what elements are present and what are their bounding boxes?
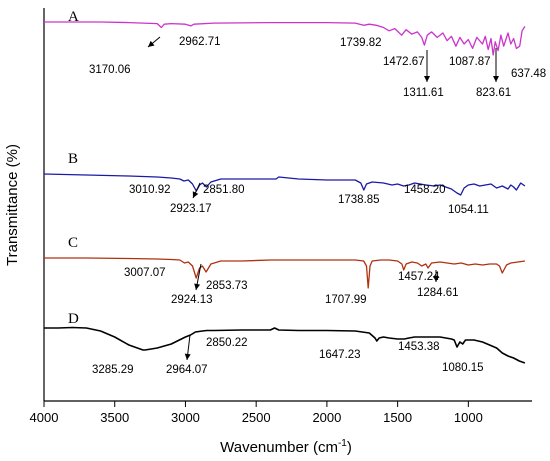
peak-annotation: 2851.80 [203, 184, 245, 196]
series-c-line [44, 257, 525, 289]
peak-annotation: 1054.11 [448, 204, 489, 216]
series-b-label: B [68, 151, 78, 167]
x-ticks: 4000 3500 3000 2500 2000 1500 1000 [30, 401, 483, 425]
y-axis-label: Transmittance (%) [4, 144, 21, 266]
peak-annotation: 3170.06 [89, 64, 131, 76]
peak-annotation: 637.48 [511, 68, 546, 80]
peak-annotation: 3007.07 [124, 267, 166, 279]
peak-annotation: 1739.82 [340, 37, 382, 49]
x-tick-label: 2000 [312, 410, 341, 425]
x-tick-label: 3500 [100, 410, 129, 425]
peak-annotation: 2962.71 [179, 36, 221, 48]
peak-annotation: 2850.22 [206, 337, 248, 349]
peak-annotation: 1647.23 [319, 349, 361, 361]
series-layer: A B C D [43, 9, 526, 364]
peak-annotation: 1453.38 [398, 341, 440, 353]
series-c-label: C [68, 235, 78, 251]
annotation-arrow-head [433, 276, 439, 282]
peak-annotation: 3010.92 [129, 184, 171, 196]
peak-annotation: 1087.87 [449, 56, 491, 68]
x-tick-label: 4000 [30, 410, 59, 425]
peak-annotation: 1707.99 [325, 294, 367, 306]
series-a-label: A [68, 9, 79, 25]
series-d-label: D [68, 311, 79, 327]
series-d-line [44, 326, 526, 364]
peak-annotation: 1472.67 [383, 56, 425, 68]
x-axis-label-text: Wavenumber (cm [220, 439, 338, 456]
annotation-arrow-head [184, 353, 191, 360]
x-tick-label: 2500 [242, 410, 271, 425]
peak-annotation: 1080.15 [442, 362, 484, 374]
annotation-arrow-head [493, 76, 499, 82]
peak-annotation: 1738.85 [338, 194, 380, 206]
annotation-arrow-head [194, 283, 201, 290]
x-axis-label: Wavenumber (cm-1) [220, 438, 352, 456]
annotation-arrow-head [424, 76, 430, 82]
peak-annotation: 1284.61 [417, 287, 459, 299]
peak-annotation: 2923.17 [170, 203, 212, 215]
peak-annotation: 1457.24 [398, 271, 440, 283]
peak-annotation: 1311.61 [403, 87, 444, 99]
peak-annotation: 2964.07 [166, 364, 208, 376]
x-tick-label: 1000 [454, 410, 483, 425]
peak-annotation: 823.61 [476, 87, 511, 99]
x-tick-label: 1500 [383, 410, 412, 425]
series-a-line [44, 21, 526, 56]
x-axis-label-sup: -1 [338, 438, 347, 449]
annotation-arrow-head [192, 191, 199, 198]
series-b-line [43, 173, 526, 196]
annotation-arrow-head [148, 40, 155, 47]
peak-annotation: 2853.73 [206, 280, 248, 292]
peak-annotation: 1458.20 [404, 184, 446, 196]
x-tick-label: 3000 [171, 410, 200, 425]
x-axis-label-close: ) [347, 439, 352, 456]
peak-annotation: 2924.13 [171, 294, 213, 306]
peak-annotation: 3285.29 [92, 364, 134, 376]
